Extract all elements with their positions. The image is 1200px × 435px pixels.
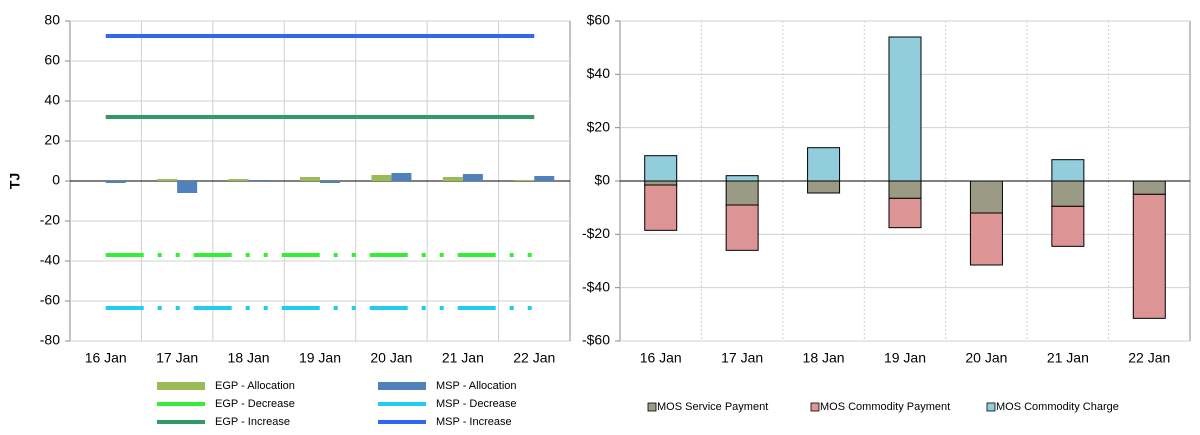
legend-label: MSP - Decrease bbox=[436, 398, 517, 410]
y-tick-label: 80 bbox=[44, 12, 60, 28]
bar-segment bbox=[888, 180, 922, 199]
y-tick-label: -$60 bbox=[582, 332, 610, 348]
bar-segment bbox=[1051, 159, 1085, 182]
y-tick-label: -20 bbox=[40, 212, 60, 228]
y-tick-label: -$20 bbox=[582, 225, 610, 241]
bar bbox=[442, 177, 463, 181]
x-tick-label: 17 Jan bbox=[721, 350, 763, 366]
bar bbox=[300, 177, 320, 181]
bar-segment bbox=[888, 36, 922, 182]
bar-segment bbox=[969, 212, 1003, 266]
x-tick-label: 20 Jan bbox=[370, 350, 412, 366]
bar bbox=[391, 173, 412, 181]
bar-segment bbox=[1132, 193, 1166, 319]
bar-segment bbox=[969, 180, 1003, 214]
bar bbox=[534, 176, 555, 181]
bar bbox=[371, 175, 392, 181]
x-tick-label: 17 Jan bbox=[156, 350, 198, 366]
legend-swatch bbox=[378, 382, 426, 390]
bar bbox=[248, 180, 269, 181]
bar bbox=[228, 179, 249, 181]
bar bbox=[462, 174, 483, 181]
bar bbox=[177, 181, 198, 193]
y-tick-label: -80 bbox=[40, 332, 60, 348]
legend-swatch bbox=[647, 402, 657, 412]
bar-segment bbox=[644, 155, 678, 182]
y-tick-label: -60 bbox=[40, 292, 60, 308]
y-tick-label: $20 bbox=[587, 118, 611, 134]
bar-segment bbox=[644, 180, 678, 186]
bar-segment bbox=[1051, 205, 1085, 247]
legend-label: EGP - Decrease bbox=[215, 398, 295, 410]
y-tick-label: 40 bbox=[44, 92, 60, 108]
x-tick-label: 21 Jan bbox=[1047, 350, 1089, 366]
y-tick-label: -$40 bbox=[582, 278, 610, 294]
x-tick-label: 19 Jan bbox=[299, 350, 341, 366]
bar-segment bbox=[888, 197, 922, 229]
bar-segment bbox=[807, 180, 841, 194]
bar-segment bbox=[725, 180, 759, 206]
x-tick-label: 22 Jan bbox=[1128, 350, 1170, 366]
y-tick-label: $40 bbox=[587, 65, 611, 81]
legend-swatch bbox=[810, 402, 820, 412]
y-axis-label: TJ bbox=[7, 173, 23, 189]
legend-label: MOS Service Payment bbox=[657, 401, 768, 413]
bar bbox=[157, 179, 178, 181]
x-tick-label: 18 Jan bbox=[228, 350, 270, 366]
bar bbox=[514, 180, 535, 181]
bar bbox=[105, 181, 126, 183]
legend-label: EGP - Allocation bbox=[215, 380, 295, 392]
x-tick-label: 16 Jan bbox=[85, 350, 127, 366]
y-tick-label: $0 bbox=[594, 172, 610, 188]
legend-label: MSP - Increase bbox=[436, 416, 512, 428]
bar-segment bbox=[644, 184, 678, 231]
bar bbox=[320, 181, 340, 183]
legend-swatch bbox=[986, 402, 996, 412]
bar-segment bbox=[1051, 180, 1085, 207]
legend-label: MOS Commodity Payment bbox=[820, 401, 950, 413]
bar-segment bbox=[725, 175, 759, 182]
bar-segment bbox=[725, 204, 759, 251]
y-tick-label: 0 bbox=[52, 172, 60, 188]
x-tick-label: 19 Jan bbox=[884, 350, 926, 366]
y-tick-label: $60 bbox=[587, 12, 611, 28]
legend-label: MSP - Allocation bbox=[436, 380, 517, 392]
y-tick-label: 60 bbox=[44, 52, 60, 68]
y-tick-label: -40 bbox=[40, 252, 60, 268]
legend-label: EGP - Increase bbox=[215, 416, 290, 428]
x-tick-label: 16 Jan bbox=[640, 350, 682, 366]
x-tick-label: 18 Jan bbox=[803, 350, 845, 366]
y-tick-label: 20 bbox=[44, 132, 60, 148]
x-tick-label: 22 Jan bbox=[513, 350, 555, 366]
x-tick-label: 20 Jan bbox=[965, 350, 1007, 366]
legend-label: MOS Commodity Charge bbox=[996, 401, 1119, 413]
bar-segment bbox=[807, 147, 841, 182]
x-tick-label: 21 Jan bbox=[442, 350, 484, 366]
legend-swatch bbox=[157, 382, 205, 390]
bar-segment bbox=[1132, 180, 1166, 195]
